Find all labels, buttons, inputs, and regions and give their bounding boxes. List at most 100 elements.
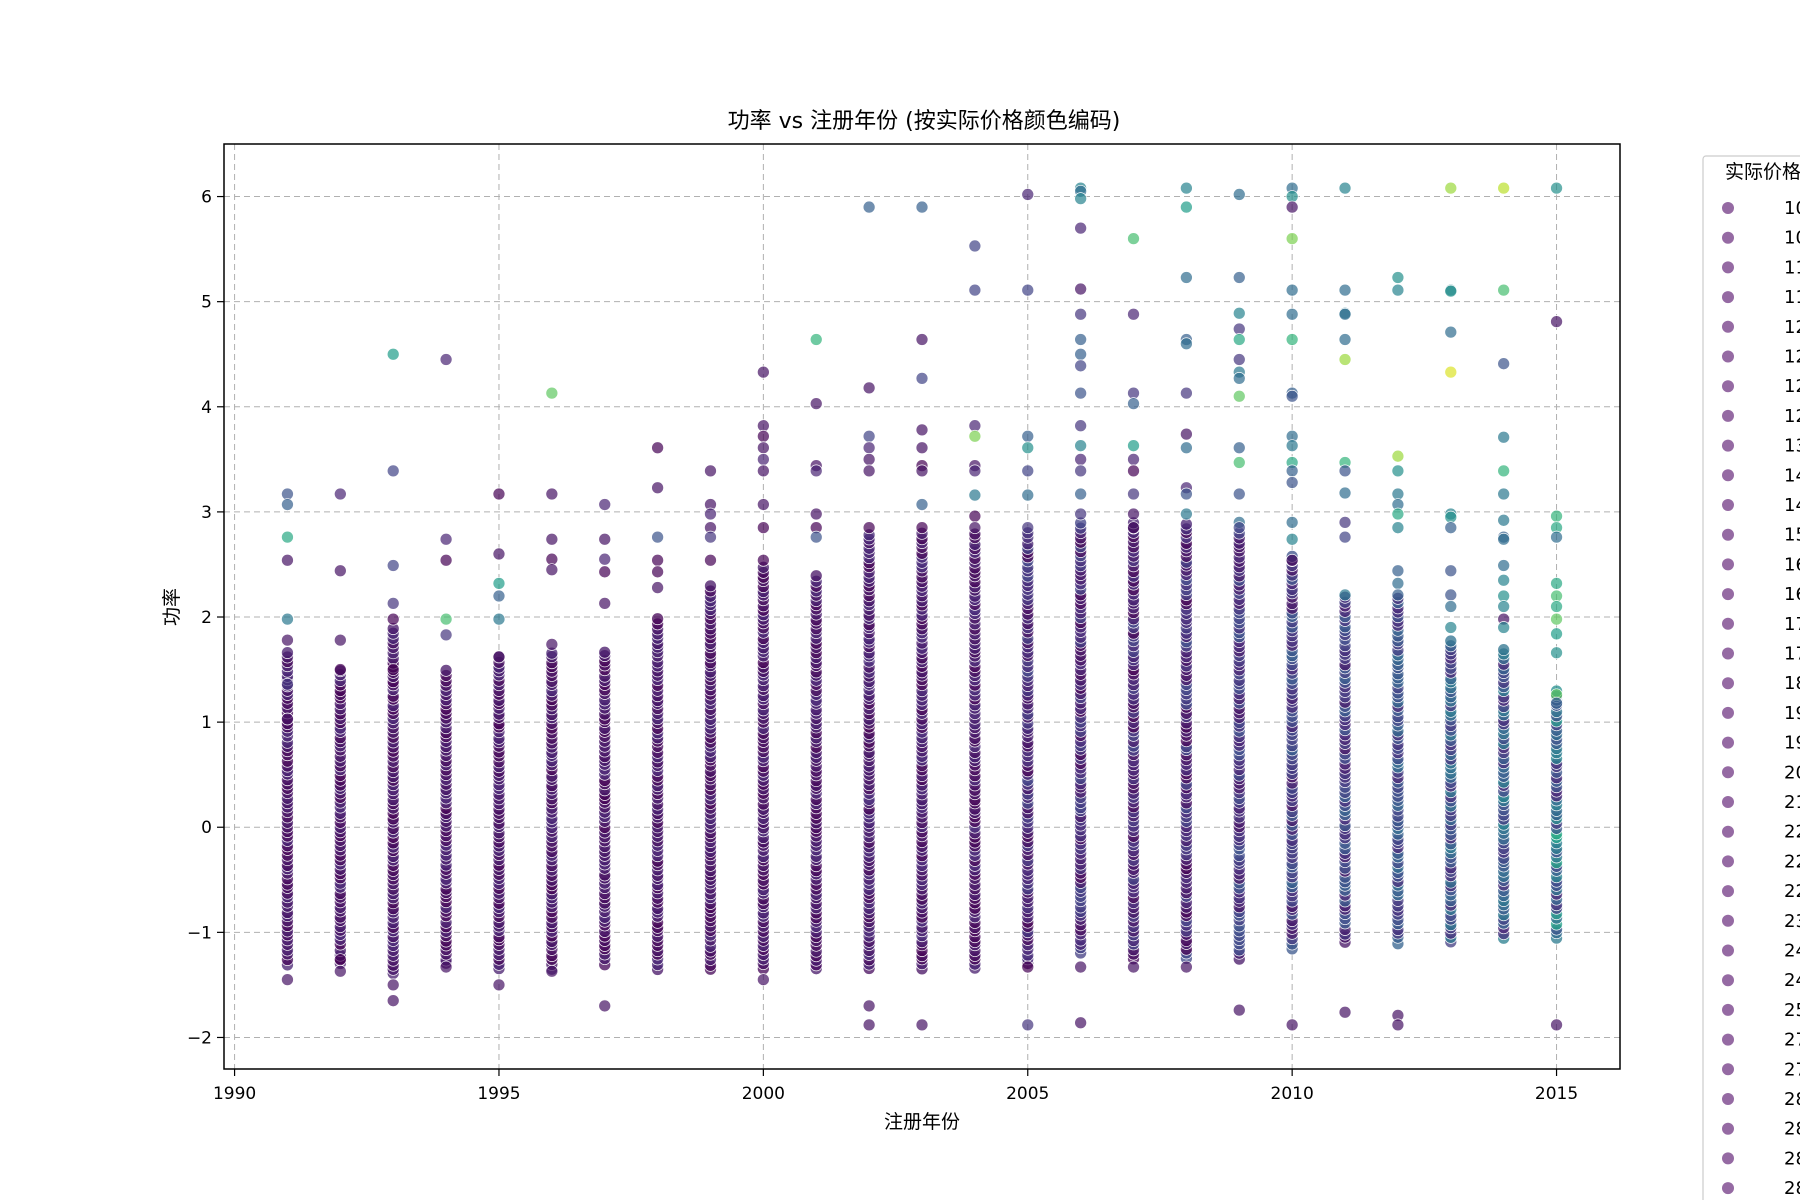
scatter-point [598,532,612,546]
scatter-point [598,999,612,1013]
scatter-point [757,452,770,466]
scatter-point [862,521,876,535]
scatter-point [651,530,664,544]
scatter-point [1497,357,1511,371]
scatter-point [1285,283,1299,297]
x-tick-label: 1995 [477,1084,520,1104]
legend-label: 289 [1784,1178,1800,1199]
y-axis-label: 功率 [161,588,183,626]
scatter-point [1232,441,1246,455]
scatter-point [915,498,929,511]
scatter-point [1285,464,1299,478]
scatter-point [281,712,294,726]
legend-marker [1722,588,1734,601]
scatter-point [598,552,612,566]
legend-label: 190 [1784,703,1800,724]
scatter-point [1074,282,1087,296]
scatter-point [1232,188,1246,201]
legend-label: 180 [1784,673,1800,694]
scatter-point [1550,627,1563,641]
scatter-point [1074,452,1087,466]
legend-label: 119 [1784,287,1800,308]
scatter-point [651,441,664,455]
legend-label: 220 [1784,822,1800,843]
scatter-point [1497,643,1511,657]
y-tick-label: 5 [201,293,212,313]
scatter-point [492,978,506,992]
x-tick-label: 2005 [1006,1084,1049,1104]
scatter-point [862,1018,876,1032]
scatter-point [1391,588,1405,602]
scatter-point [1127,521,1140,535]
scatter-point [1497,487,1511,501]
scatter-point [1550,646,1563,660]
scatter-point [333,663,347,676]
legend-marker [1722,974,1734,987]
scatter-point [1497,513,1511,527]
scatter-point [386,978,400,992]
y-tick-label: −2 [187,1028,212,1048]
x-tick-label: 2010 [1271,1084,1314,1104]
scatter-point [1180,960,1193,974]
scatter-point [1338,486,1352,500]
scatter-point [439,612,453,626]
scatter-point [545,637,559,651]
scatter-point [915,464,929,478]
scatter-point [651,565,664,579]
legend-marker [1722,291,1734,304]
x-tick-label: 2015 [1535,1084,1578,1104]
scatter-point [598,645,612,659]
legend-marker [1722,380,1734,393]
scatter-point [386,994,400,1008]
scatter-point [968,521,982,535]
scatter-point [1074,487,1087,501]
scatter-point [1285,553,1299,567]
scatter-point [1497,621,1511,634]
scatter-point [439,960,453,974]
scatter-point [1021,429,1035,443]
scatter-point [1444,284,1458,298]
legend-marker [1722,617,1734,630]
scatter-point [598,596,612,610]
legend-label: 149 [1784,495,1800,516]
y-tick-label: 0 [201,818,212,838]
scatter-point [1127,507,1140,521]
scatter-point [1021,521,1035,535]
scatter-point [1338,516,1352,529]
scatter-point [1338,1005,1352,1019]
scatter-point [1338,283,1352,297]
scatter-point [1444,181,1458,195]
legend-label: 222 [1784,851,1800,872]
scatter-point [809,507,823,521]
scatter-point [1074,960,1087,974]
scatter-point [386,663,400,676]
scatter-point [862,441,876,455]
legend-marker [1722,825,1734,838]
scatter-point [757,429,770,443]
scatter-point [545,964,559,978]
scatter-point [1285,516,1299,529]
scatter-point [545,532,559,546]
scatter-point [281,973,294,987]
scatter-point [1074,419,1087,433]
scatter-point [1074,386,1087,400]
legend-marker [1722,1152,1734,1165]
scatter-point [492,487,506,501]
scatter-point [1391,1018,1405,1032]
scatter-point [862,464,876,478]
scatter-point [1021,488,1035,502]
legend-label: 100 [1784,198,1800,219]
scatter-point [1550,696,1563,710]
scatter-point [1021,283,1035,297]
scatter-point [439,553,453,567]
scatter-point [545,487,559,501]
legend-marker [1722,469,1734,482]
scatter-point [1021,960,1035,974]
scatter-point [1285,200,1299,214]
scatter-point [1232,389,1246,403]
legend-marker [1722,944,1734,957]
scatter-point [1391,577,1405,590]
scatter-point [439,628,453,642]
scatter-point [651,481,664,495]
legend-label: 120 [1784,317,1800,338]
